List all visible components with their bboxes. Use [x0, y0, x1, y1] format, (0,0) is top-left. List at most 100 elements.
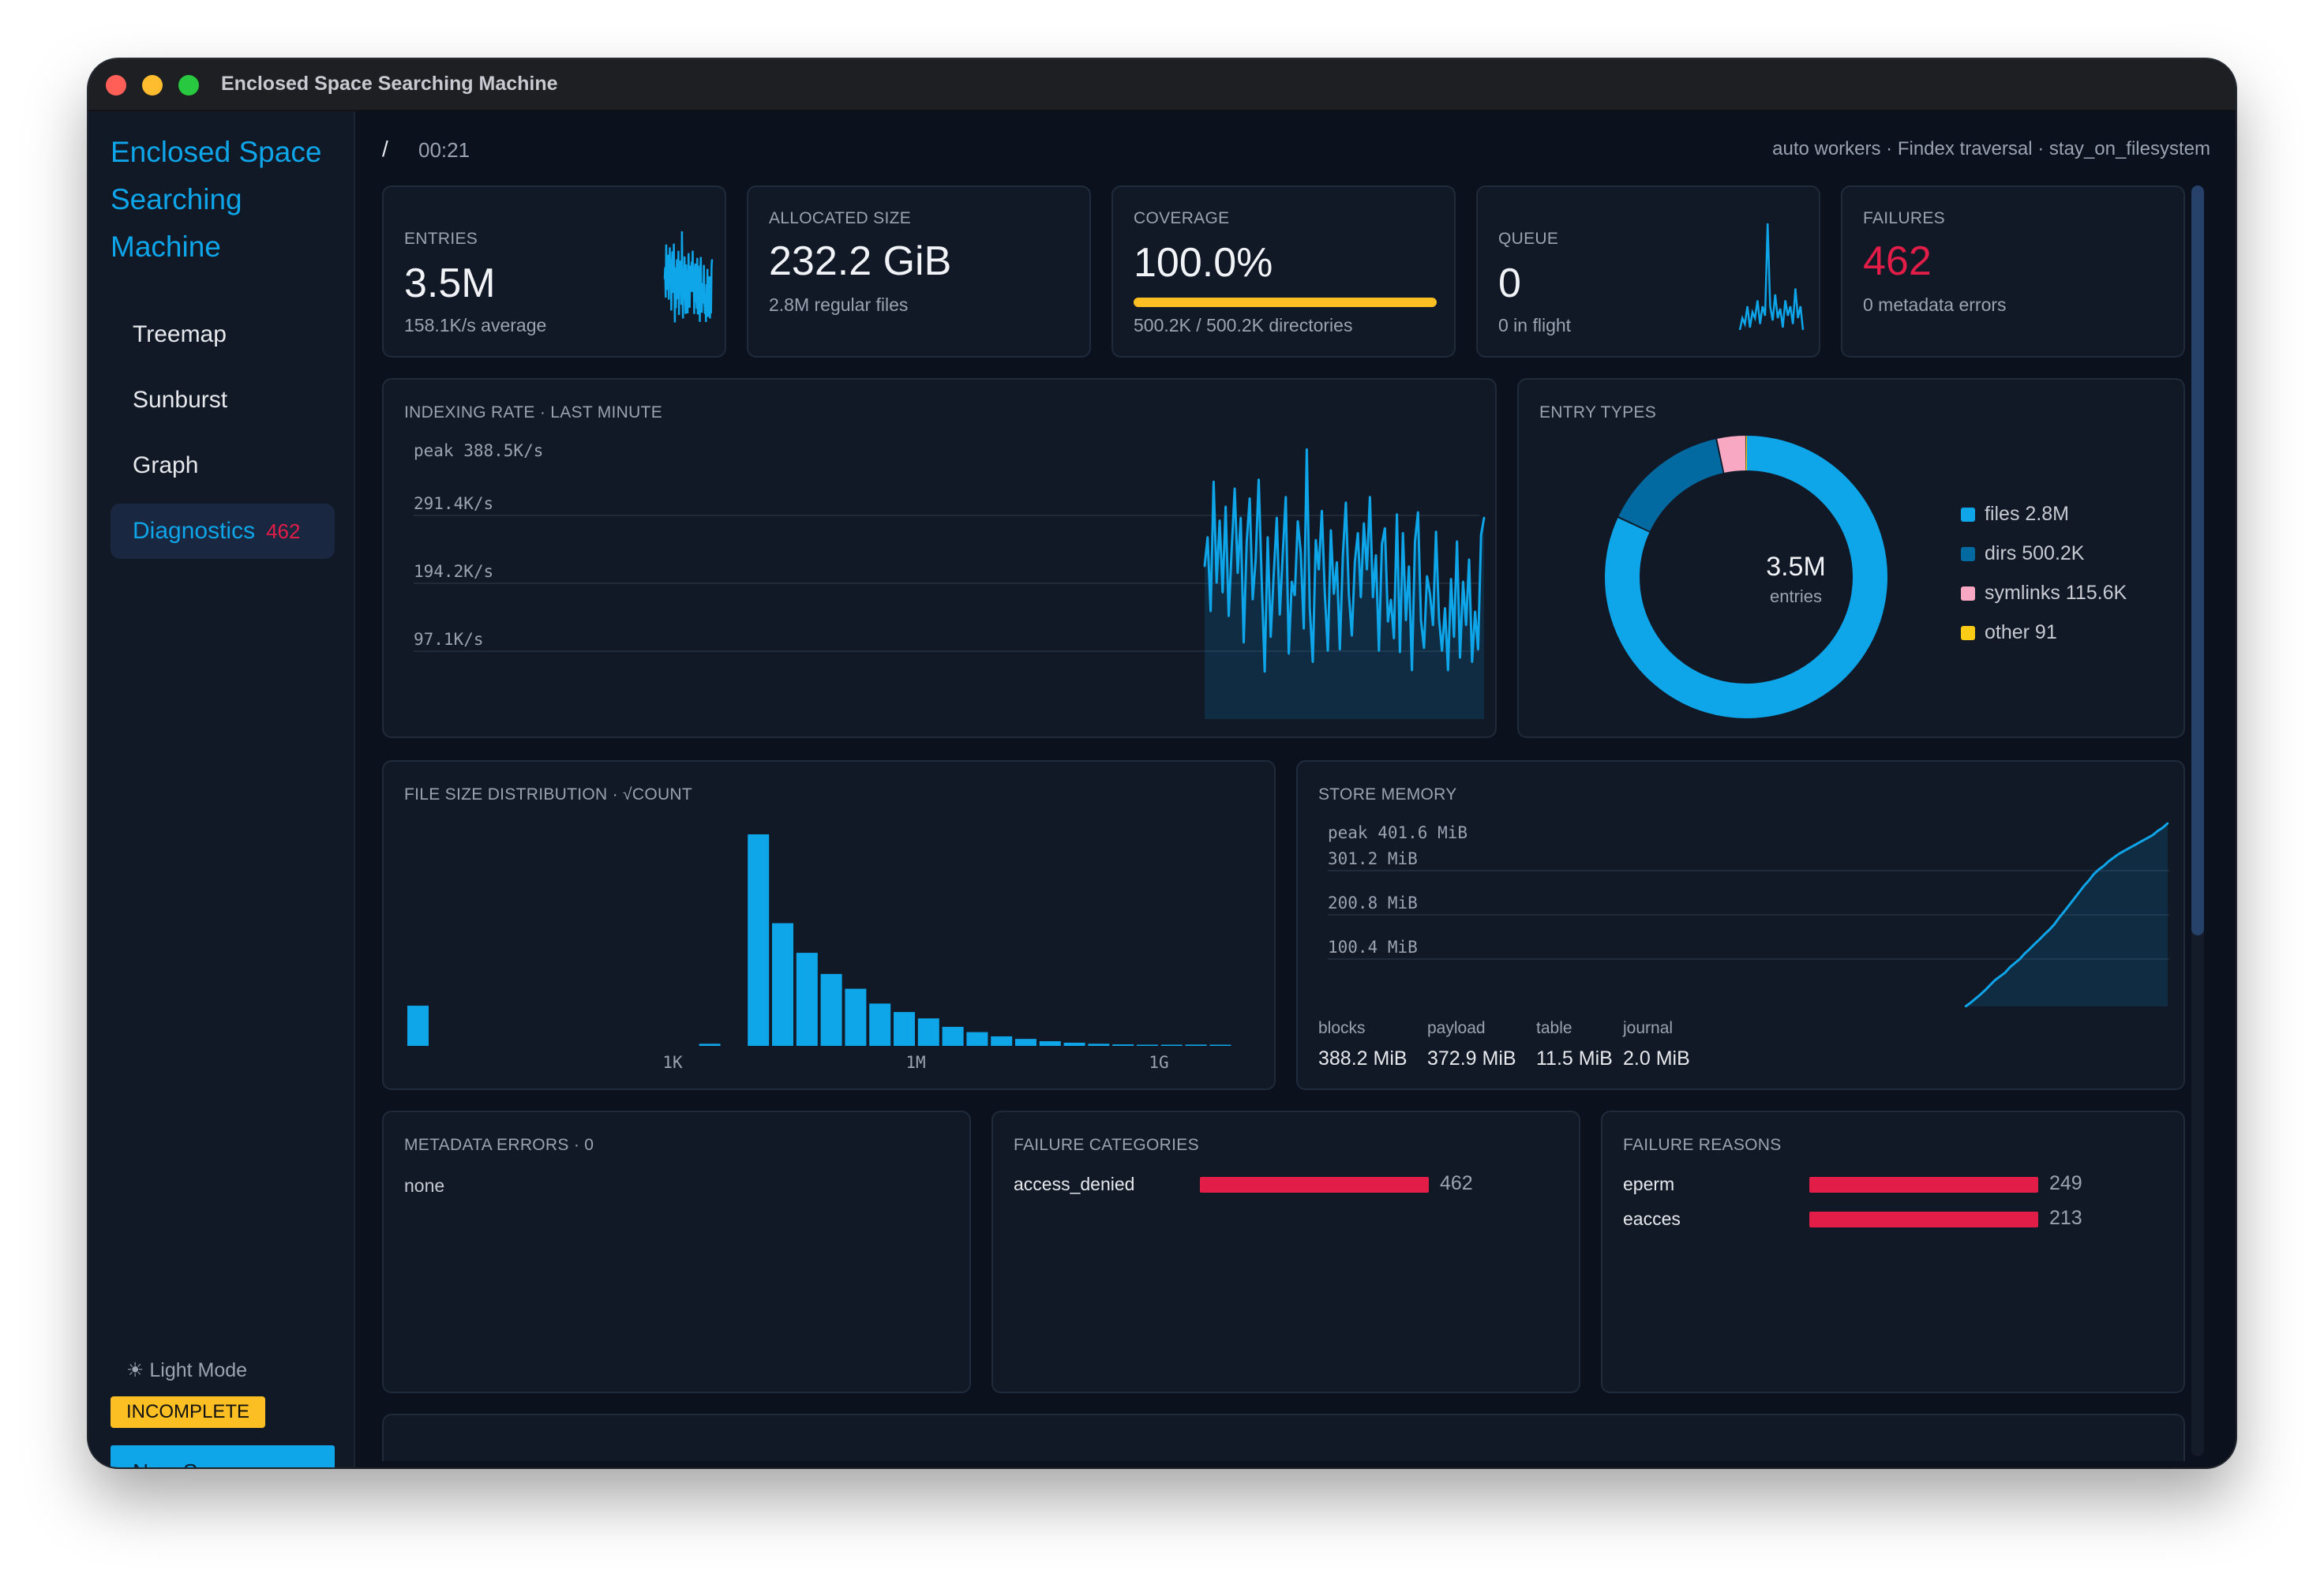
histogram-bar [869, 1003, 891, 1046]
rate-point [1467, 558, 1471, 560]
app-brand: Enclosed Space Searching Machine [111, 129, 339, 271]
entries-value: 3.5M [404, 260, 496, 306]
rate-point [1326, 650, 1329, 652]
rate-point [1254, 558, 1257, 560]
memory-point [2152, 834, 2154, 836]
rate-point [1278, 613, 1281, 616]
y-tick-label: 301.2 MiB [1328, 849, 1418, 868]
rate-point [1423, 647, 1426, 650]
histogram-bar [1137, 1044, 1158, 1046]
metadata-errors-empty: none [404, 1175, 445, 1196]
panel-title: INDEXING RATE · LAST MINUTE [404, 403, 663, 422]
memory-point [2008, 966, 2011, 969]
failure-reason-label: eacces [1623, 1208, 1681, 1229]
rate-point [1479, 534, 1482, 536]
scan-path: / [382, 137, 388, 161]
memory-point [2028, 948, 2031, 950]
sidebar-item-sunburst[interactable]: Sunburst [111, 373, 335, 428]
rate-point [1216, 582, 1218, 584]
memory-point [2019, 957, 2021, 961]
card-label: ALLOCATED SIZE [769, 209, 912, 227]
rate-point [1276, 516, 1278, 519]
zoom-window-button[interactable] [178, 75, 199, 96]
scrollbar-thumb[interactable] [2191, 185, 2204, 935]
card-label: ENTRIES [404, 230, 478, 248]
rate-point [1386, 620, 1389, 623]
rate-point [1224, 505, 1227, 508]
rate-point [1321, 509, 1323, 512]
failure-reason-count: 249 [2049, 1172, 2082, 1194]
memory-point [1989, 984, 1992, 987]
entries-rate: 158.1K/s average [404, 315, 547, 335]
sidebar-item-graph[interactable]: Graph [111, 438, 335, 493]
memory-point [2146, 837, 2150, 839]
rate-point [1344, 501, 1348, 504]
file-size-distribution-panel: FILE SIZE DISTRIBUTION · √COUNT 1K 1M 1G [382, 760, 1276, 1090]
memory-point [2063, 910, 2066, 913]
entry-types-donut [1605, 436, 1887, 718]
rate-point [1378, 650, 1380, 652]
main-scrollbar[interactable] [2191, 185, 2204, 1456]
memory-point [2053, 923, 2056, 926]
panel-title: STORE MEMORY [1318, 785, 1457, 804]
panel-title: METADATA ERRORS · 0 [404, 1136, 594, 1154]
rate-point [1309, 606, 1311, 609]
queue-value: 0 [1498, 260, 1521, 306]
store-memory-chart: 301.2 MiB 200.8 MiB 100.4 MiB [1328, 822, 2169, 1008]
memory-area [1966, 823, 2168, 1006]
title-bar: Enclosed Space Searching Machine [88, 59, 2236, 111]
legend-swatch [1961, 586, 1975, 601]
histogram-bar [942, 1026, 964, 1046]
rate-point [1441, 650, 1443, 652]
histogram-bar [1160, 1044, 1183, 1046]
sidebar: Enclosed Space Searching Machine Treemap… [88, 111, 355, 1467]
memory-point [2067, 904, 2071, 906]
memory-point [1974, 997, 1977, 1000]
metadata-error-count: 0 metadata errors [1863, 294, 2007, 315]
rate-point [1356, 531, 1359, 534]
memory-point [2157, 830, 2159, 832]
queue-sparkline-line [1738, 223, 1805, 331]
card-label: FAILURES [1863, 209, 1945, 227]
rate-point [1314, 538, 1318, 541]
histogram-bar [966, 1032, 988, 1046]
legend-swatch [1961, 508, 1975, 522]
light-mode-toggle[interactable]: ☀ Light Mode [126, 1359, 248, 1381]
memory-point [2166, 822, 2169, 825]
rate-point [1402, 531, 1404, 534]
donut-center-value: 3.5M [1766, 552, 1826, 582]
rate-point [1389, 598, 1393, 601]
rate-point [1411, 669, 1413, 672]
x-tick-label: 1K [662, 1053, 683, 1072]
histogram-bar [1063, 1042, 1085, 1046]
memory-point [2058, 916, 2060, 919]
sidebar-item-treemap[interactable]: Treemap [111, 307, 335, 362]
rate-point [1228, 615, 1230, 617]
donut-slice-symlinks [1717, 436, 1746, 473]
rate-point [1293, 594, 1296, 597]
window-title: Enclosed Space Searching Machine [221, 73, 558, 95]
histogram-bar [894, 1012, 915, 1046]
rate-point [1236, 571, 1239, 575]
minimize-window-button[interactable] [142, 75, 163, 96]
y-tick-label: 194.2K/s [414, 562, 493, 581]
rate-point [1449, 577, 1452, 580]
failure-categories-panel: FAILURE CATEGORIES access_denied 462 [991, 1111, 1580, 1393]
brand-line: Searching [111, 183, 242, 215]
legend-label: symlinks 115.6K [1985, 582, 2127, 604]
card-label: COVERAGE [1134, 209, 1230, 227]
rate-point [1404, 619, 1408, 622]
rate-point [1399, 651, 1401, 654]
legend-label: other 91 [1985, 621, 2057, 643]
sidebar-item-label: Treemap [133, 321, 227, 347]
sidebar-item-diagnostics[interactable]: Diagnostics 462 [111, 504, 335, 559]
memory-stat-value: 388.2 MiB [1318, 1047, 1408, 1070]
new-scan-button[interactable]: New Scan [111, 1445, 335, 1467]
entry-types-panel: ENTRY TYPES 3.5M entries files 2.8M dirs… [1517, 378, 2185, 738]
close-window-button[interactable] [106, 75, 126, 96]
rate-point [1452, 635, 1456, 639]
y-tick-label: 97.1K/s [414, 630, 484, 649]
rate-point [1318, 568, 1320, 571]
coverage-progress-track [1134, 298, 1437, 307]
legend-label: files 2.8M [1985, 503, 2069, 525]
